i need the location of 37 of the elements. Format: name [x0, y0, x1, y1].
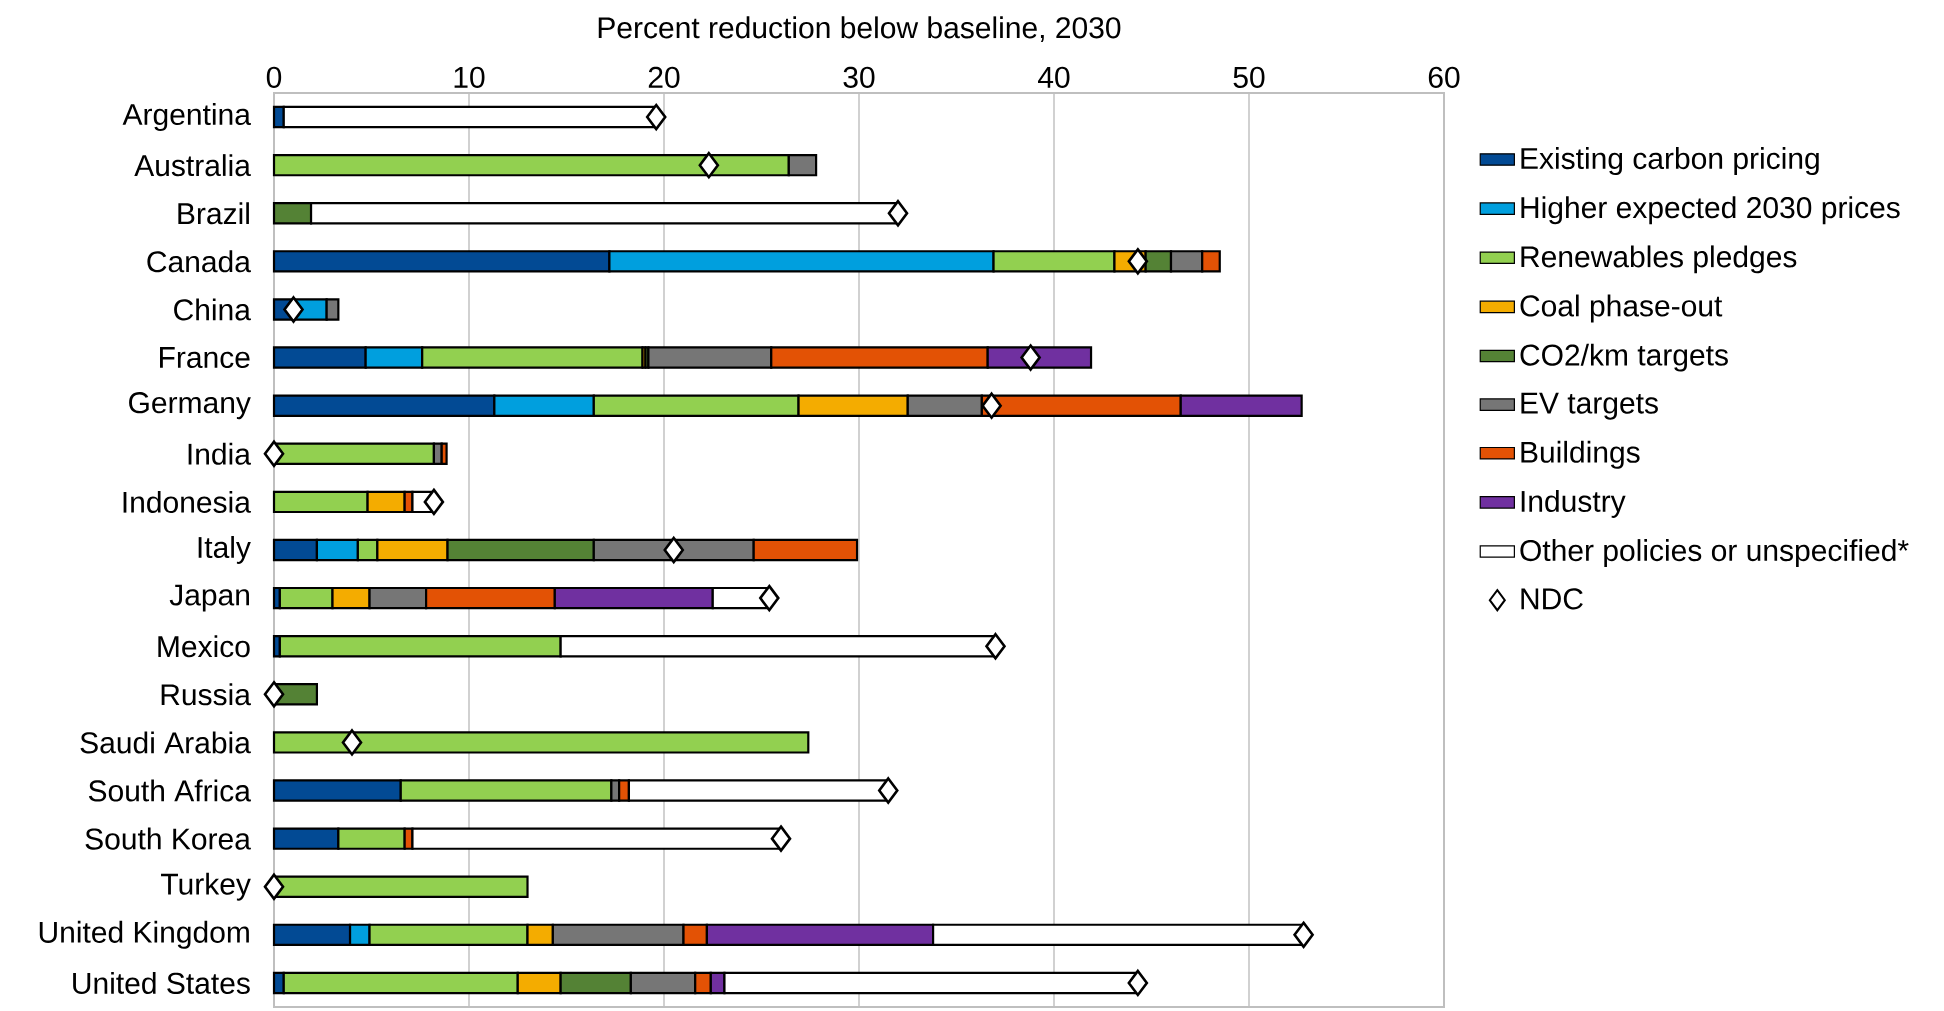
legend-label: Other policies or unspecified*	[1520, 539, 1909, 568]
y-tick-label: China	[174, 298, 251, 321]
y-tick-label: South Africa	[88, 779, 251, 802]
y-tick-label: South Korea	[85, 827, 251, 850]
y-tick-label: Russia	[161, 683, 251, 706]
x-axis-title: Percent reduction below baseline, 2030	[598, 16, 1121, 42]
y-tick-label: Canada	[147, 250, 251, 273]
y-tick-label: Turkey	[161, 872, 251, 901]
x-tick-label: 0	[266, 66, 282, 88]
legend-label: Industry	[1521, 489, 1626, 518]
legend-label: Existing carbon pricing	[1521, 147, 1819, 176]
y-tick-label: India	[188, 442, 251, 465]
x-tick-label: 20	[648, 66, 680, 88]
y-tick-label: United Kingdom	[39, 920, 249, 949]
x-tick-label: 30	[843, 66, 875, 88]
legend-label: Buildings	[1521, 440, 1640, 469]
x-tick-label: 40	[1038, 66, 1070, 88]
legend-label: Coal phase-out	[1520, 294, 1723, 323]
x-tick-label: 50	[1233, 66, 1265, 88]
y-tick-label: Brazil	[178, 202, 249, 225]
y-tick-label: Argentina	[122, 103, 251, 132]
x-tick-label: 10	[454, 66, 485, 88]
y-tick-label: Japan	[169, 584, 249, 612]
y-tick-label: United States	[73, 971, 250, 994]
legend-label: Higher expected 2030 prices	[1521, 196, 1900, 225]
y-tick-label: Saudi Arabia	[80, 731, 251, 754]
legend-label: EV targets	[1521, 392, 1658, 420]
y-tick-label: France	[160, 347, 250, 369]
legend-label: CO2/km targets	[1520, 343, 1728, 372]
y-tick-label: Italy	[198, 536, 251, 564]
legend-label: NDC	[1521, 588, 1583, 610]
x-tick-label: 60	[1428, 66, 1460, 88]
y-tick-label: Australia	[134, 154, 251, 177]
y-tick-label: Germany	[129, 392, 251, 420]
legend-label: Renewables pledges	[1521, 245, 1797, 274]
y-tick-label: Mexico	[158, 635, 250, 658]
y-tick-label: Indonesia	[123, 490, 251, 513]
